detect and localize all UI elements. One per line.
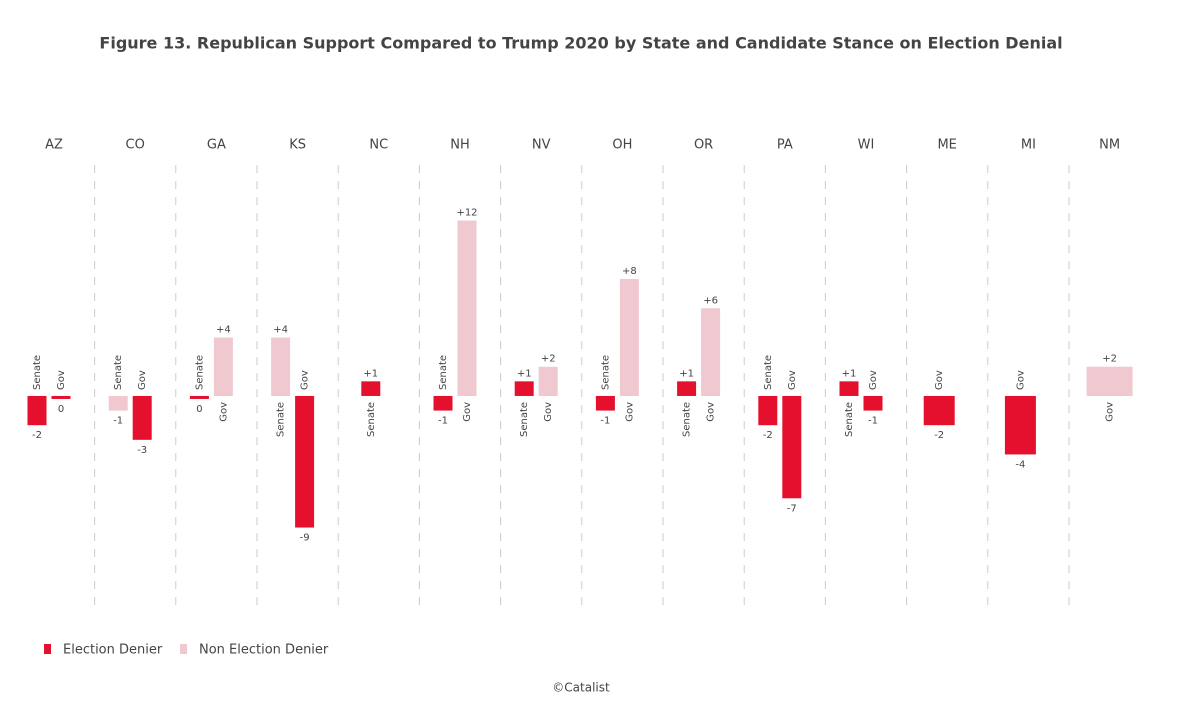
bar-label: Gov: [137, 370, 148, 390]
bar-label: Senate: [519, 402, 530, 437]
bar: [213, 337, 233, 396]
value-label: +4: [273, 324, 288, 335]
bar: [595, 395, 615, 411]
value-label: +1: [679, 368, 694, 379]
bar: [295, 395, 315, 528]
bar: [271, 337, 291, 396]
bar: [457, 220, 477, 396]
value-label: -2: [763, 430, 773, 441]
value-label: 0: [196, 404, 202, 415]
bar-label: Senate: [113, 355, 124, 390]
bar-label: Gov: [868, 370, 879, 390]
bar-label: Senate: [32, 355, 43, 390]
bar-label: Gov: [218, 402, 229, 422]
bar: [189, 395, 209, 399]
bar: [132, 395, 152, 440]
value-label: +12: [456, 208, 477, 219]
value-label: +1: [842, 368, 857, 379]
bar-label: Gov: [706, 402, 717, 422]
value-label: -1: [438, 416, 448, 427]
bar: [108, 395, 128, 411]
bar-label: Senate: [763, 355, 774, 390]
value-label: -1: [113, 416, 123, 427]
bar: [538, 366, 558, 396]
value-label: -2: [32, 430, 42, 441]
state-label: NC: [369, 138, 388, 153]
bar-label: Gov: [56, 370, 67, 390]
bar: [361, 381, 381, 396]
bar-label: Senate: [194, 355, 205, 390]
bar-label: Senate: [366, 402, 377, 437]
value-label: +4: [216, 324, 231, 335]
value-label: -4: [1015, 459, 1025, 470]
value-label: +2: [1102, 354, 1117, 365]
bar: [1086, 366, 1133, 396]
bar: [677, 381, 697, 396]
bar-label: Gov: [1105, 402, 1116, 422]
value-label: +1: [517, 368, 532, 379]
bar-label: Gov: [624, 402, 635, 422]
value-label: +8: [622, 266, 637, 277]
state-label: GA: [207, 138, 226, 153]
value-label: -3: [137, 445, 147, 456]
value-label: +6: [703, 295, 718, 306]
bar-label: Gov: [300, 370, 311, 390]
value-label: -2: [934, 430, 944, 441]
bar: [923, 395, 955, 426]
chart-title: Figure 13. Republican Support Compared t…: [99, 34, 1062, 53]
value-label: -7: [787, 503, 797, 514]
state-label: ME: [937, 138, 956, 153]
bar: [27, 395, 47, 426]
state-label: OR: [694, 138, 713, 153]
bar-label: Senate: [682, 402, 693, 437]
state-label: PA: [777, 138, 793, 153]
legend-swatch: [44, 644, 51, 654]
bar-label: Senate: [276, 402, 287, 437]
legend-label: Election Denier: [63, 643, 163, 658]
bar-label: Gov: [462, 402, 473, 422]
legend-swatch: [180, 644, 187, 654]
footer: ©Catalist: [552, 681, 610, 695]
state-label: AZ: [45, 138, 63, 153]
state-label: MI: [1021, 138, 1036, 153]
state-label: CO: [126, 138, 145, 153]
bar-label: Senate: [600, 355, 611, 390]
bar: [619, 279, 639, 396]
legend-label: Non Election Denier: [199, 643, 329, 658]
bar: [514, 381, 534, 396]
bar: [782, 395, 802, 499]
bar-label: Senate: [844, 402, 855, 437]
state-label: OH: [612, 138, 632, 153]
state-label: KS: [289, 138, 306, 153]
value-label: -1: [868, 416, 878, 427]
bar: [863, 395, 883, 411]
bar: [839, 381, 859, 396]
state-label: NM: [1099, 138, 1120, 153]
bar: [51, 395, 71, 399]
state-label: NV: [532, 138, 551, 153]
bar-label: Gov: [934, 370, 945, 390]
value-label: +2: [541, 354, 556, 365]
bar-label: Gov: [787, 370, 798, 390]
bar-label: Senate: [438, 355, 449, 390]
value-label: 0: [58, 404, 64, 415]
value-label: +1: [363, 368, 378, 379]
value-label: -1: [600, 416, 610, 427]
bar-label: Gov: [1015, 370, 1026, 390]
bar: [1004, 395, 1036, 455]
value-label: -9: [300, 533, 310, 544]
state-label: WI: [858, 138, 875, 153]
bar-label: Gov: [543, 402, 554, 422]
bar: [758, 395, 778, 426]
bar: [701, 308, 721, 396]
state-label: NH: [450, 138, 470, 153]
bar: [433, 395, 453, 411]
